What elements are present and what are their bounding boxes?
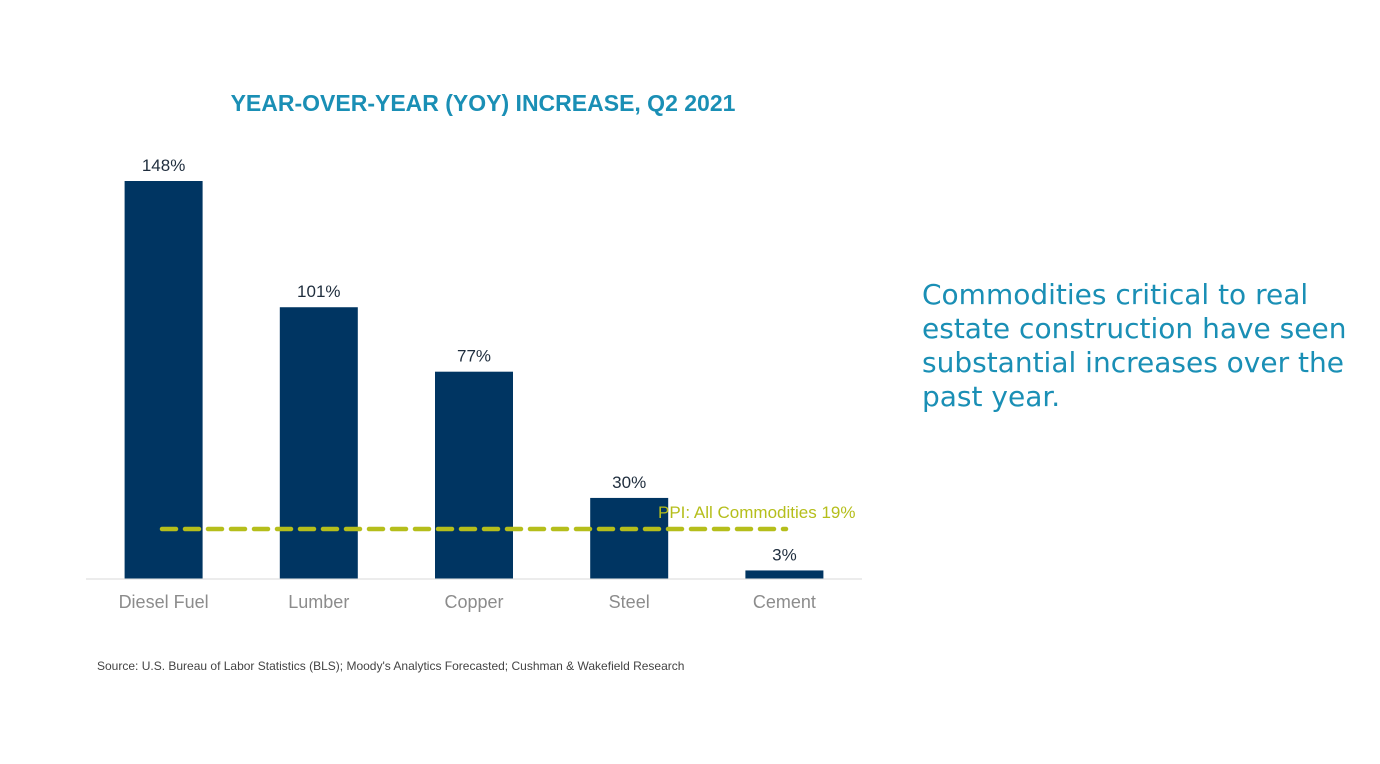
data-label: 101%	[297, 282, 340, 301]
data-label: 3%	[772, 545, 797, 564]
source-note: Source: U.S. Bureau of Labor Statistics …	[97, 659, 685, 673]
x-tick-label: Diesel Fuel	[119, 592, 209, 612]
chart-title: YEAR-OVER-YEAR (YOY) INCREASE, Q2 2021	[230, 90, 736, 116]
x-tick-label: Lumber	[288, 592, 349, 612]
data-label: 77%	[457, 347, 491, 366]
bar-diesel-fuel	[124, 181, 203, 579]
bar-copper	[435, 371, 513, 579]
data-label: 148%	[142, 156, 185, 175]
data-label: 30%	[612, 473, 646, 492]
ppi-reference-label: PPI: All Commodities 19%	[658, 503, 855, 522]
bar-lumber	[279, 307, 358, 579]
x-tick-label: Cement	[753, 592, 816, 612]
bar-cement	[745, 570, 824, 579]
bar-steel	[590, 497, 669, 579]
side-description: Commodities critical to real estate cons…	[922, 278, 1347, 413]
x-tick-label: Steel	[609, 592, 650, 612]
x-tick-label: Copper	[444, 592, 503, 612]
